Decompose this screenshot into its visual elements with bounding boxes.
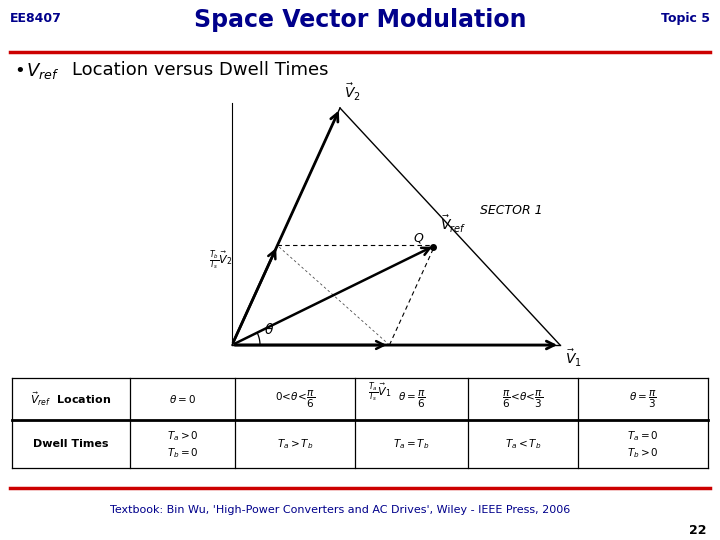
Text: •: • <box>14 62 24 80</box>
Text: $\mathit{V}_{ref}$: $\mathit{V}_{ref}$ <box>26 61 59 81</box>
Text: $T_b = 0$: $T_b = 0$ <box>166 446 199 460</box>
Text: $\vec{V}_{ref}$: $\vec{V}_{ref}$ <box>440 214 466 235</box>
Text: $Q$: $Q$ <box>413 232 425 246</box>
Text: 22: 22 <box>688 523 706 537</box>
Text: $T_a > 0$: $T_a > 0$ <box>166 429 198 443</box>
Text: $T_a = T_b$: $T_a = T_b$ <box>393 437 430 451</box>
Text: $\vec{V}_2$: $\vec{V}_2$ <box>344 82 361 103</box>
Text: $\frac{T_b}{T_s}\vec{V}_2$: $\frac{T_b}{T_s}\vec{V}_2$ <box>209 248 233 273</box>
Text: Space Vector Modulation: Space Vector Modulation <box>194 8 526 32</box>
Text: EE8407: EE8407 <box>10 12 62 25</box>
Text: $T_b > 0$: $T_b > 0$ <box>627 446 659 460</box>
Text: $0\!<\!\theta\!<\!\dfrac{\pi}{6}$: $0\!<\!\theta\!<\!\dfrac{\pi}{6}$ <box>275 388 315 410</box>
Text: Location versus Dwell Times: Location versus Dwell Times <box>72 61 328 79</box>
Text: $T_a > T_b$: $T_a > T_b$ <box>276 437 313 451</box>
Text: Textbook: Bin Wu, 'High-Power Converters and AC Drives', Wiley - IEEE Press, 200: Textbook: Bin Wu, 'High-Power Converters… <box>110 505 570 515</box>
Text: $\frac{T_a}{T_s}\vec{V}_1$: $\frac{T_a}{T_s}\vec{V}_1$ <box>368 380 391 404</box>
Text: $T_a < T_b$: $T_a < T_b$ <box>505 437 541 451</box>
Text: $\theta$: $\theta$ <box>264 322 274 337</box>
Text: $\theta = 0$: $\theta = 0$ <box>169 393 196 405</box>
Text: $\dfrac{\pi}{6}\!<\!\theta\!<\!\dfrac{\pi}{3}$: $\dfrac{\pi}{6}\!<\!\theta\!<\!\dfrac{\p… <box>503 388 544 410</box>
Text: $\theta = \dfrac{\pi}{3}$: $\theta = \dfrac{\pi}{3}$ <box>629 388 657 410</box>
Text: Dwell Times: Dwell Times <box>33 439 109 449</box>
Text: $\theta = \dfrac{\pi}{6}$: $\theta = \dfrac{\pi}{6}$ <box>397 388 426 410</box>
Text: Topic 5: Topic 5 <box>661 12 710 25</box>
Text: $\vec{V}_{ref}$  Location: $\vec{V}_{ref}$ Location <box>30 390 112 408</box>
Text: $T_a = 0$: $T_a = 0$ <box>627 429 659 443</box>
Text: $\vec{V}_1$: $\vec{V}_1$ <box>565 348 582 369</box>
Text: SECTOR 1: SECTOR 1 <box>480 204 543 217</box>
